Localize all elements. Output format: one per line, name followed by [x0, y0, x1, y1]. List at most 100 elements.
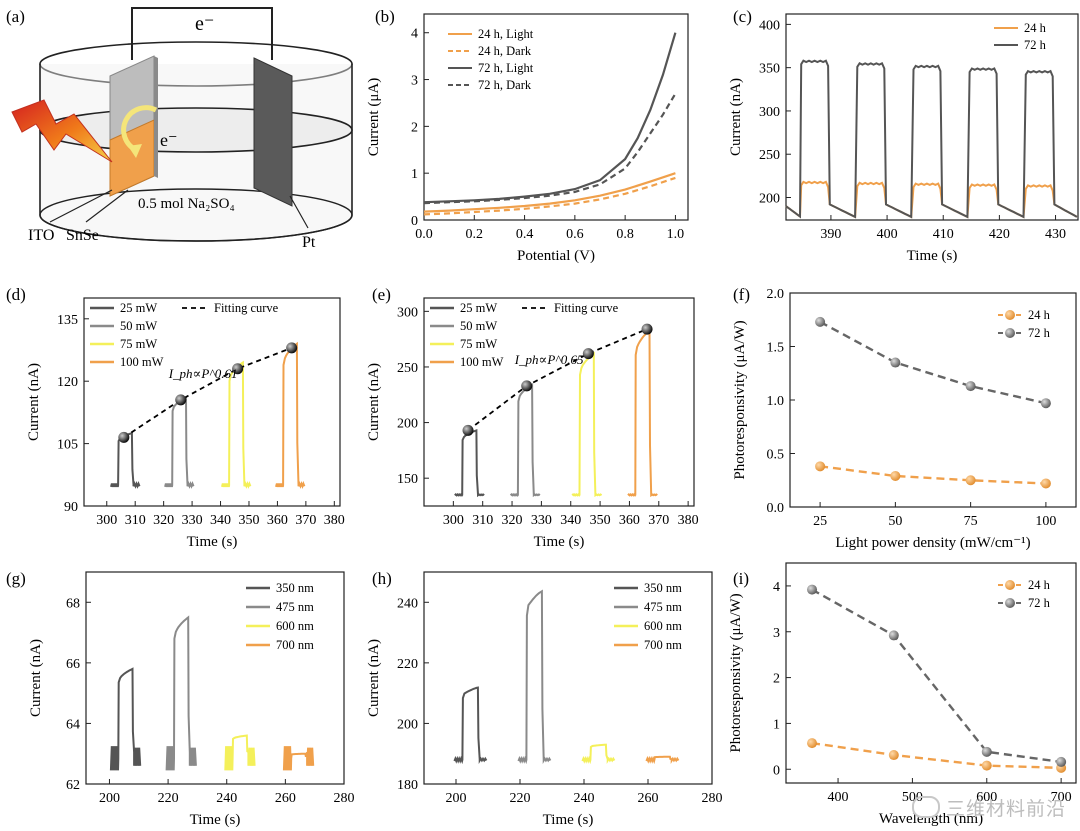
watermark: 三维材料前沿: [911, 794, 1066, 821]
fit-point: [582, 348, 594, 360]
series-line: [275, 341, 306, 490]
data-point: [890, 470, 901, 481]
legend-label: 75 mW: [120, 337, 157, 351]
series-line: [811, 588, 1062, 764]
snse-pointer: [85, 189, 129, 223]
y-tick-label: 1: [411, 167, 418, 182]
plot-frame: [83, 297, 341, 507]
fitting-curve: [467, 328, 648, 432]
x-tick-label: 430: [1045, 227, 1066, 242]
x-axis-title: Light power density (mW/cm⁻¹): [835, 535, 1030, 551]
x-tick-label: 240: [216, 791, 237, 806]
data-point: [888, 750, 899, 761]
data-point: [981, 760, 992, 771]
x-tick-label: 1.0: [667, 227, 685, 242]
x-tick-label: 400: [828, 790, 849, 805]
legend-label: 72 h, Light: [478, 61, 534, 75]
chart-panel-g: 200 220 240 260 280 62 64 66 68 Time (s) Current (…: [6, 569, 355, 828]
series-line: [221, 360, 252, 489]
legend-label: 75 mW: [460, 337, 497, 351]
watermark-text: 三维材料前沿: [945, 798, 1066, 820]
y-tick-label: 1.0: [767, 394, 785, 409]
series-line: [423, 172, 676, 213]
x-axis-title: Time (s): [543, 812, 594, 828]
legend-marker: [1005, 598, 1015, 608]
legend-marker: [1005, 310, 1015, 320]
y-tick-label: 3: [411, 74, 418, 89]
y-tick-label: 135: [57, 313, 78, 328]
y-tick-label: 0: [773, 763, 780, 778]
series-line: [423, 176, 676, 216]
series-line: [454, 428, 485, 498]
data-point: [1040, 398, 1051, 409]
x-tick-label: 350: [238, 513, 259, 528]
x-tick-label: 0.2: [466, 227, 484, 242]
data-point: [981, 746, 992, 757]
y-tick-label: 200: [759, 191, 780, 206]
electrolyte-label: 0.5 mol Na₂SO₄: [138, 196, 235, 212]
x-axis-title: Time (s): [187, 534, 238, 550]
series-line: [645, 755, 680, 765]
y-tick-label: 0: [411, 214, 418, 229]
panel-label-g: (g): [6, 569, 26, 588]
x-tick-label: 330: [182, 513, 203, 528]
x-tick-label: 280: [334, 791, 355, 806]
y-tick-label: 0.0: [767, 501, 785, 516]
x-tick-label: 200: [446, 791, 467, 806]
electron-flow-arrow: [121, 105, 158, 153]
data-point: [965, 381, 976, 392]
y-axis-title: Current (nA): [366, 363, 382, 441]
legend-label: 24 h, Light: [478, 27, 534, 41]
fit-equation: I_ph∝P^0.65: [514, 352, 584, 367]
data-point: [807, 738, 818, 749]
y-tick-label: 350: [759, 62, 780, 77]
series-line: [164, 396, 195, 489]
series-line: [109, 667, 142, 771]
data-point: [815, 316, 826, 327]
data-point: [807, 584, 818, 595]
x-tick-label: 100: [1035, 514, 1056, 529]
series-line: [627, 328, 658, 498]
y-tick-label: 3: [773, 626, 780, 641]
y-tick-label: 1.5: [767, 341, 785, 356]
x-tick-label: 600: [976, 790, 997, 805]
series-line: [509, 383, 541, 498]
y-tick-label: 200: [397, 717, 418, 732]
legend-label: 72 h: [1024, 38, 1047, 52]
series-line: [423, 93, 677, 205]
x-axis-title: Time (s): [534, 534, 585, 550]
data-point: [965, 475, 976, 486]
y-tick-label: 120: [57, 375, 78, 390]
x-axis-title: Time (s): [190, 812, 241, 828]
x-tick-label: 330: [531, 513, 552, 528]
x-tick-label: 390: [820, 227, 841, 242]
x-tick-label: 320: [502, 513, 523, 528]
y-tick-label: 300: [759, 105, 780, 120]
x-axis-title: Potential (V): [517, 248, 595, 264]
y-axis-title: Photoresponsivity (μA/W): [732, 320, 748, 479]
chart-panel-e: 300 310 320 330 340 350 360 370 380 150 200 250 300 T…: [366, 285, 699, 550]
x-tick-label: 300: [96, 513, 117, 528]
x-tick-label: 370: [295, 513, 316, 528]
y-tick-label: 250: [759, 148, 780, 163]
series-line: [819, 320, 1047, 405]
legend-label: 25 mW: [120, 301, 157, 315]
y-tick-label: 4: [411, 27, 418, 42]
x-tick-label: 360: [267, 513, 288, 528]
y-tick-label: 66: [66, 657, 80, 672]
x-tick-label: 240: [574, 791, 595, 806]
x-tick-label: 200: [99, 791, 120, 806]
chart-panel-b: 0.0 0.2 0.4 0.6 0.8 1.0 0 1 2 3 4 Potential (V) Curr…: [366, 7, 689, 264]
series-line: [224, 734, 256, 771]
x-axis-title: Time (s): [907, 248, 958, 264]
legend-label: 350 nm: [276, 581, 314, 595]
fit-equation: I_ph∝P^0.61: [168, 366, 238, 381]
y-tick-label: 300: [397, 305, 418, 320]
x-tick-label: 340: [210, 513, 231, 528]
series-line: [453, 686, 488, 765]
electron-label-top: e⁻: [195, 13, 214, 35]
data-point: [1056, 756, 1067, 767]
y-tick-label: 2.0: [767, 287, 785, 302]
wechat-icon: [911, 796, 940, 818]
data-point: [815, 461, 826, 472]
